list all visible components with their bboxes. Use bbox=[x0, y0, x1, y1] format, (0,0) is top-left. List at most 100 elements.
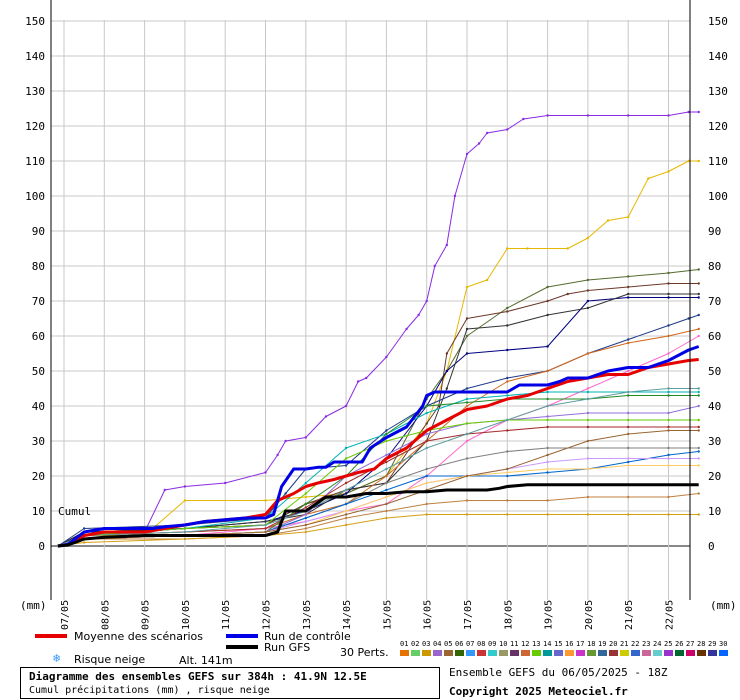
pert-number: 02 bbox=[411, 640, 420, 648]
series-point bbox=[385, 502, 388, 506]
series-point bbox=[586, 495, 590, 499]
series-point bbox=[276, 453, 279, 457]
xtick-label: 21/05 bbox=[624, 600, 635, 630]
pert-swatch bbox=[477, 650, 486, 656]
series-point bbox=[566, 292, 569, 296]
series-point bbox=[627, 411, 630, 415]
xtick-label: 14/05 bbox=[342, 600, 353, 630]
series-point bbox=[304, 495, 307, 499]
pert-number: 08 bbox=[477, 640, 486, 648]
footer-box: Diagramme des ensembles GEFS sur 384h : … bbox=[20, 667, 440, 699]
xtick-label: 22/05 bbox=[665, 600, 676, 630]
series-point bbox=[546, 415, 549, 418]
pert-swatch bbox=[587, 650, 596, 656]
pert-number: 15 bbox=[554, 640, 563, 648]
series-point bbox=[506, 306, 509, 310]
series-point bbox=[697, 450, 700, 453]
series-point bbox=[667, 513, 670, 516]
pert-swatch bbox=[664, 650, 673, 656]
copyright: Copyright 2025 Meteociel.fr bbox=[449, 685, 628, 698]
series-point bbox=[183, 499, 187, 502]
series-point bbox=[546, 390, 549, 394]
pert-number: 25 bbox=[664, 640, 673, 648]
series-point bbox=[304, 523, 307, 527]
series-point bbox=[667, 296, 670, 299]
series-point bbox=[304, 520, 307, 523]
series-point bbox=[344, 509, 348, 513]
series-point bbox=[465, 401, 469, 404]
series-point bbox=[697, 387, 700, 390]
series-point bbox=[526, 247, 529, 250]
pert-number: 30 bbox=[719, 640, 728, 648]
pert-number: 20 bbox=[609, 640, 618, 648]
series-point bbox=[667, 352, 670, 355]
series-point bbox=[425, 404, 428, 408]
series-point bbox=[183, 530, 187, 534]
series-point bbox=[546, 114, 549, 117]
series-point bbox=[385, 460, 388, 464]
snowflake-icon: ❄ bbox=[53, 651, 61, 665]
series-point bbox=[697, 327, 700, 331]
series-point bbox=[506, 394, 509, 397]
chart-grid bbox=[51, 20, 690, 600]
series-point bbox=[697, 292, 700, 296]
series-point bbox=[465, 513, 469, 516]
ytick-left: 100 bbox=[25, 190, 45, 203]
series-point bbox=[667, 170, 670, 173]
series-point bbox=[667, 394, 670, 397]
series-point bbox=[586, 236, 590, 240]
series-point bbox=[586, 425, 590, 429]
series-line bbox=[57, 297, 699, 547]
series-point bbox=[425, 481, 428, 485]
pert-swatch bbox=[642, 650, 651, 656]
pert-swatch bbox=[422, 650, 431, 656]
pert-number: 10 bbox=[499, 640, 508, 648]
ytick-right: 110 bbox=[708, 155, 728, 168]
series-point bbox=[697, 404, 700, 408]
series-point bbox=[385, 429, 388, 432]
xtick-label: 11/05 bbox=[221, 600, 232, 630]
series-point bbox=[264, 520, 267, 523]
series-point bbox=[586, 352, 590, 355]
series-point bbox=[344, 523, 348, 527]
pert-swatch bbox=[455, 650, 464, 656]
series-point bbox=[385, 474, 388, 478]
series-point bbox=[697, 457, 700, 460]
series-point bbox=[627, 114, 630, 117]
series-point bbox=[304, 530, 307, 534]
chart-subtitle: Cumul précipitations (mm) , risque neige bbox=[29, 685, 270, 696]
series-point bbox=[224, 481, 227, 485]
series-point bbox=[445, 243, 449, 247]
pert-number: 28 bbox=[697, 640, 706, 648]
series-point bbox=[697, 446, 700, 450]
series-point bbox=[546, 418, 549, 422]
series-point bbox=[385, 488, 388, 492]
pert-number: 09 bbox=[488, 640, 497, 648]
pert-swatch bbox=[697, 650, 706, 656]
series-point bbox=[425, 513, 428, 516]
series-point bbox=[264, 523, 267, 527]
series-point bbox=[687, 317, 690, 320]
pert-swatch bbox=[631, 650, 640, 656]
series-point bbox=[667, 446, 670, 450]
series-point bbox=[465, 474, 469, 478]
ytick-right: 120 bbox=[708, 120, 728, 133]
series-point bbox=[586, 418, 590, 422]
series-point bbox=[586, 390, 590, 394]
series-point bbox=[425, 299, 428, 303]
series-point bbox=[627, 215, 630, 219]
xtick-label: 12/05 bbox=[262, 600, 273, 630]
ytick-left: 60 bbox=[32, 330, 45, 343]
series-point bbox=[586, 446, 590, 450]
xtick-label: 15/05 bbox=[382, 600, 393, 630]
series-point bbox=[425, 439, 428, 443]
pert-number: 24 bbox=[653, 640, 662, 648]
series-point bbox=[417, 313, 420, 317]
series-point bbox=[445, 352, 449, 355]
series-point bbox=[485, 278, 489, 282]
series-point bbox=[425, 422, 428, 425]
series-point bbox=[627, 394, 630, 397]
series-point bbox=[304, 436, 307, 439]
series-point bbox=[425, 467, 428, 471]
